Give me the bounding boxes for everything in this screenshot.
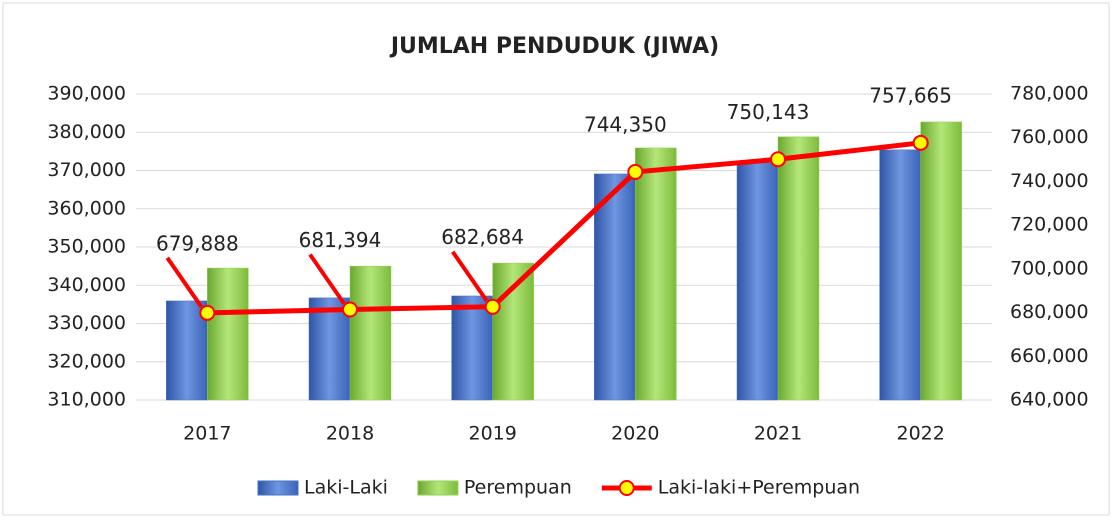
line-marker bbox=[342, 301, 358, 318]
bar bbox=[207, 267, 249, 401]
leader-line bbox=[165, 256, 203, 308]
bar bbox=[879, 149, 921, 401]
leader-line bbox=[451, 250, 489, 302]
bar bbox=[594, 173, 636, 401]
y-tick-label: 360,000 bbox=[47, 197, 126, 219]
data-label: 682,684 bbox=[441, 225, 524, 249]
bar bbox=[777, 136, 820, 401]
x-tick-label: 2017 bbox=[183, 423, 231, 445]
legend-swatch bbox=[257, 480, 299, 496]
y2-tick-label: 680,000 bbox=[1010, 301, 1089, 323]
y2-tick-label: 740,000 bbox=[1010, 170, 1089, 192]
x-tick-label: 2022 bbox=[896, 423, 944, 445]
bar bbox=[308, 297, 351, 401]
line-marker bbox=[199, 304, 216, 321]
x-tick-label: 2019 bbox=[468, 423, 516, 445]
leader-line bbox=[308, 253, 346, 305]
bar bbox=[349, 265, 392, 401]
bar bbox=[451, 295, 493, 401]
line bbox=[207, 140, 921, 316]
data-label: 744,350 bbox=[584, 112, 667, 136]
line-marker bbox=[912, 134, 929, 151]
y-tick-label: 310,000 bbox=[47, 389, 126, 411]
data-label: 757,665 bbox=[869, 83, 952, 107]
y2-tick-label: 660,000 bbox=[1010, 345, 1089, 367]
data-label: 750,143 bbox=[727, 100, 810, 124]
y-tick-label: 370,000 bbox=[47, 159, 126, 181]
y2-tick-label: 760,000 bbox=[1010, 126, 1089, 148]
legend-marker bbox=[618, 480, 635, 496]
legend-label: Perempuan bbox=[464, 477, 572, 499]
y-tick-label: 320,000 bbox=[47, 350, 126, 372]
data-label: 679,888 bbox=[156, 231, 239, 255]
line-marker bbox=[627, 163, 644, 180]
chart-title: JUMLAH PENDUDUK (JIWA) bbox=[389, 34, 719, 59]
legend-swatch bbox=[417, 480, 459, 496]
bar bbox=[166, 300, 208, 401]
bar bbox=[492, 262, 534, 401]
x-tick-label: 2020 bbox=[611, 423, 659, 445]
bar bbox=[635, 147, 677, 401]
y2-tick-label: 700,000 bbox=[1010, 257, 1089, 279]
line-marker bbox=[484, 298, 501, 315]
y-tick-label: 330,000 bbox=[47, 312, 126, 334]
x-tick-label: 2021 bbox=[754, 423, 802, 445]
y-tick-label: 380,000 bbox=[47, 121, 126, 143]
y2-tick-label: 720,000 bbox=[1010, 214, 1089, 236]
y-tick-label: 340,000 bbox=[47, 274, 126, 296]
line-marker bbox=[770, 151, 786, 168]
x-tick-label: 2018 bbox=[326, 423, 374, 445]
y-tick-label: 390,000 bbox=[47, 83, 126, 105]
legend-label: Laki-Laki bbox=[304, 477, 388, 499]
bar bbox=[920, 121, 962, 401]
legend-label: Laki-laki+Perempuan bbox=[658, 477, 860, 499]
data-label: 681,394 bbox=[299, 228, 382, 252]
y2-tick-label: 640,000 bbox=[1010, 389, 1089, 411]
bar bbox=[736, 162, 779, 401]
y-tick-label: 350,000 bbox=[47, 236, 126, 258]
y2-tick-label: 780,000 bbox=[1010, 83, 1089, 105]
